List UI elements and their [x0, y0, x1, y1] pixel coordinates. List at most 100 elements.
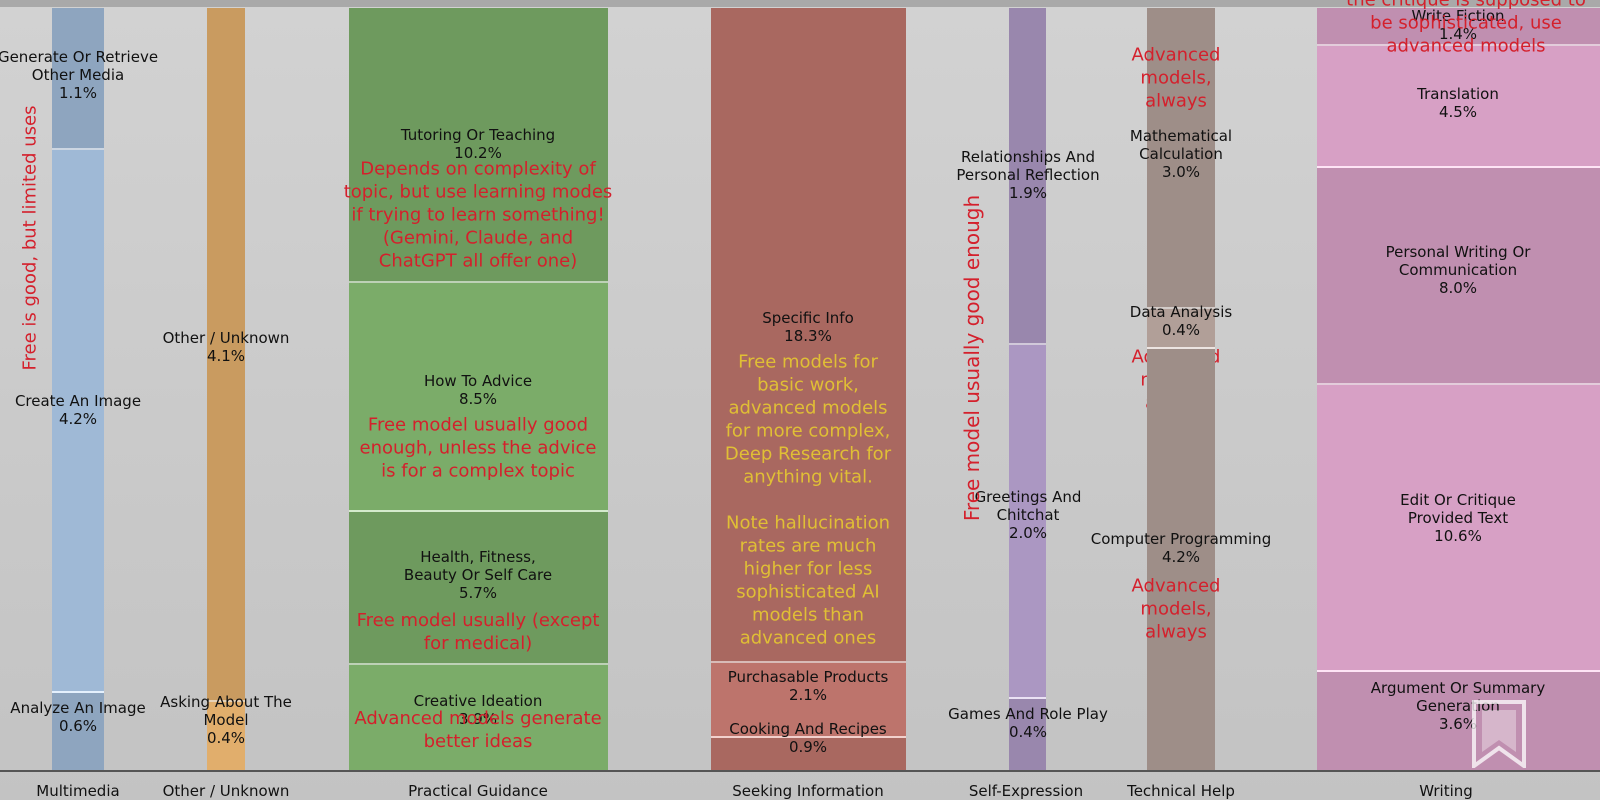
- segment-label-line: 4.2%: [58, 410, 98, 428]
- segment-label: Computer Programming 4.2%: [1091, 530, 1271, 566]
- segment-label: Cooking And Recipes 0.9%: [729, 720, 887, 756]
- segment-label-line: Translation: [1417, 85, 1499, 103]
- annotation-note: Free models for basic work, advanced model…: [725, 351, 891, 650]
- segment-label-line: 4.2%: [1161, 548, 1201, 566]
- bar-segment: [207, 702, 245, 770]
- segment-label-line: How To Advice: [423, 372, 533, 390]
- bar-segment: [1009, 8, 1046, 345]
- segment-label-line: Asking About The: [160, 693, 292, 711]
- segment-label-line: Generate Or Retrieve: [0, 48, 159, 66]
- annotation-note-line: be sophisticated, use: [1370, 12, 1562, 34]
- segment-label-line: Model: [203, 711, 249, 729]
- segment-label-line: Personal Writing Or: [1385, 243, 1531, 261]
- x-tick-label: Seeking Information: [732, 782, 884, 800]
- segment-label: Mathematical Calculation 3.0%: [1130, 127, 1232, 181]
- segment-label-line: Tutoring Or Teaching: [400, 126, 556, 144]
- bar-segment: [52, 692, 104, 770]
- bar-segment: [1147, 308, 1215, 349]
- segment-label: Create An Image 4.2%: [15, 392, 141, 428]
- segment-label: Edit Or Critique Provided Text 10.6%: [1400, 491, 1516, 545]
- segment-label-line: Specific Info: [762, 309, 854, 327]
- annotation-note-line: advanced models: [1386, 35, 1546, 57]
- annotation-note-line: always: [1145, 90, 1207, 112]
- bar-segment: [711, 737, 906, 770]
- segment-label-line: 0.9%: [788, 738, 828, 756]
- annotation-note-line: if trying to learn something!: [351, 204, 605, 226]
- segment-label: Games And Role Play 0.4%: [948, 705, 1108, 741]
- segment-label: Translation 4.5%: [1417, 85, 1499, 121]
- segment-label: Relationships And Personal Reflection 1.9%: [956, 148, 1099, 202]
- bar-segment: [52, 8, 104, 151]
- segment-label: Personal Writing Or Communication 8.0%: [1386, 243, 1531, 297]
- segment-label: Specific Info 18.3%: [762, 309, 854, 345]
- annotation-note-line: ChatGPT all offer one): [378, 250, 578, 272]
- segment-label: Generate Or Retrieve Other Media 1.1%: [0, 48, 158, 102]
- annotation-note-line: better ideas: [423, 731, 533, 752]
- annotation-note: Free model usually good enough, unless th…: [360, 414, 597, 483]
- segment-label-line: Health, Fitness,: [420, 548, 536, 566]
- x-tick-label: Writing: [1419, 782, 1473, 800]
- segment-label-line: 8.0%: [1438, 279, 1478, 297]
- annotation-note-line: models,: [1140, 67, 1212, 89]
- x-tick-label: Self-Expression: [968, 782, 1084, 800]
- segment-label-line: Edit Or Critique: [1400, 491, 1516, 509]
- segment-label-line: 1.9%: [1008, 184, 1048, 202]
- annotation-note: Depends on complexity of topic, but use l…: [344, 158, 613, 273]
- annotation-note-line: models,: [1140, 598, 1212, 620]
- annotation-note-line: Free models for: [738, 351, 878, 373]
- segment-label-line: 18.3%: [784, 327, 832, 345]
- annotation-note-line: is for a complex topic: [381, 460, 575, 482]
- segment-label-line: Mathematical: [1129, 127, 1233, 145]
- segment-label: Analyze An Image 0.6%: [10, 699, 145, 735]
- segment-label-line: Chitchat: [996, 506, 1060, 524]
- x-tick-label: Practical Guidance: [408, 782, 548, 800]
- segment-label-line: Data Analysis: [1129, 303, 1233, 321]
- segment-label-line: Provided Text: [1407, 509, 1509, 527]
- annotation-note: Free model usually (except for medical): [357, 609, 600, 655]
- annotation-note-line: Advanced models generate: [354, 708, 602, 729]
- annotation-note-line: Depends on complexity of: [360, 158, 596, 180]
- segment-label-line: Computer Programming: [1090, 530, 1272, 548]
- bookmark-icon: [1472, 700, 1526, 768]
- segment-label-line: Purchasable Products: [727, 668, 889, 686]
- bar-segment: [1147, 8, 1215, 309]
- vertical-annotation: Free model usually good enough: [960, 194, 984, 522]
- segment-label-line: Greetings And: [974, 488, 1082, 506]
- annotation-note-line: sophisticated AI: [736, 581, 880, 603]
- segment-label-line: Analyze An Image: [10, 699, 146, 717]
- bar-segment: [349, 8, 608, 283]
- bar-segment: [349, 664, 608, 770]
- segment-label: Asking About The Model 0.4%: [160, 693, 292, 747]
- annotation-note-line: enough, unless the advice: [359, 437, 597, 459]
- segment-label-line: Creative Ideation: [413, 692, 543, 710]
- annotation-note-line: models than: [751, 604, 865, 626]
- annotation-note: Advanced models generate better ideas: [354, 707, 601, 753]
- bar-segment: [1317, 167, 1600, 385]
- segment-label: Greetings And Chitchat 2.0%: [975, 488, 1082, 542]
- segment-label-line: 8.5%: [458, 390, 498, 408]
- x-tick-label: Technical Help: [1127, 782, 1235, 800]
- segment-label-line: 3.6%: [1438, 715, 1478, 733]
- annotation-note-line: Note hallucination: [725, 512, 890, 534]
- segment-label-line: Games And Role Play: [948, 705, 1108, 723]
- annotation-note-line: higher for less: [743, 558, 873, 580]
- annotation-note-line: basic work,: [757, 374, 859, 396]
- annotation-note-line: for medical): [423, 633, 533, 654]
- bar-segment: [1009, 699, 1046, 770]
- segment-label-line: 0.4%: [1161, 321, 1201, 339]
- bar-segment: [711, 8, 906, 663]
- bar-segment: [711, 662, 906, 738]
- segment-label-line: Cooking And Recipes: [729, 720, 887, 738]
- bar-segment: [349, 511, 608, 665]
- segment-label-line: Calculation: [1139, 145, 1223, 163]
- annotation-note-line: (Gemini, Claude, and: [382, 227, 574, 249]
- bar-segment: [1147, 348, 1215, 770]
- bar-segment: [1317, 672, 1600, 770]
- segment-label-line: 10.2%: [454, 144, 502, 162]
- bar-segment: [1317, 8, 1600, 46]
- segment-label-line: 10.6%: [1434, 527, 1482, 545]
- segment-label: Tutoring Or Teaching 10.2%: [401, 126, 555, 162]
